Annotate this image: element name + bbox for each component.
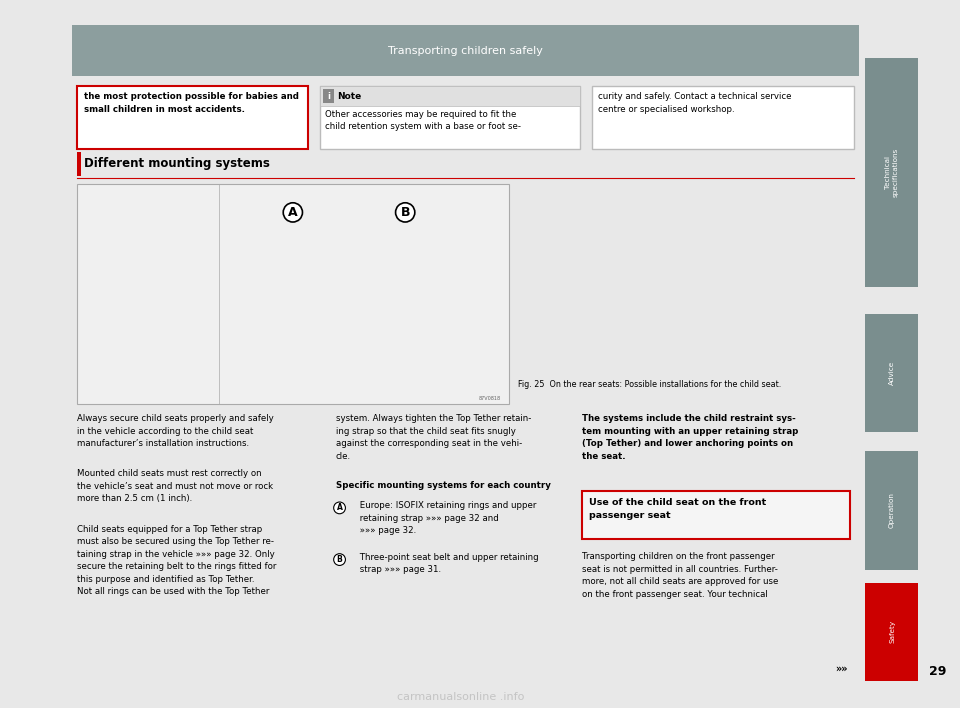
FancyBboxPatch shape [865,583,918,681]
Text: carmanualsonline .info: carmanualsonline .info [397,692,524,702]
Text: the most protection possible for babies and
small children in most accidents.: the most protection possible for babies … [84,92,300,113]
Text: B: B [400,206,410,219]
Text: Specific mounting systems for each country: Specific mounting systems for each count… [336,481,551,490]
FancyBboxPatch shape [72,25,859,76]
Text: Always secure child seats properly and safely
in the vehicle according to the ch: Always secure child seats properly and s… [77,414,274,448]
FancyBboxPatch shape [865,452,918,569]
Text: curity and safely. Contact a technical service
centre or specialised workshop.: curity and safely. Contact a technical s… [598,92,792,113]
FancyBboxPatch shape [77,184,509,404]
Text: The systems include the child restraint sys-
tem mounting with an upper retainin: The systems include the child restraint … [582,414,799,461]
Text: 29: 29 [929,665,947,678]
Text: A: A [337,503,343,513]
Text: Transporting children on the front passenger
seat is not permitted in all countr: Transporting children on the front passe… [582,552,779,599]
Text: Technical
specifications: Technical specifications [885,148,899,197]
Text: Use of the child seat on the front
passenger seat: Use of the child seat on the front passe… [588,498,766,520]
Text: 87V0818: 87V0818 [479,396,501,401]
FancyBboxPatch shape [323,89,334,103]
FancyBboxPatch shape [77,152,81,176]
Text: Fig. 25  On the rear seats: Possible installations for the child seat.: Fig. 25 On the rear seats: Possible inst… [518,380,781,389]
Text: system. Always tighten the Top Tether retain-
ing strap so that the child seat f: system. Always tighten the Top Tether re… [336,414,531,461]
Text: Transporting children safely: Transporting children safely [388,46,543,56]
FancyBboxPatch shape [865,314,918,432]
Text: Different mounting systems: Different mounting systems [84,157,271,171]
Text: B: B [337,555,343,564]
Text: i: i [327,92,330,101]
Text: Operation: Operation [889,493,895,528]
Text: Other accessories may be required to fit the
child retention system with a base : Other accessories may be required to fit… [324,110,520,131]
FancyBboxPatch shape [865,57,918,287]
Text: Child seats equipped for a Top Tether strap
must also be secured using the Top T: Child seats equipped for a Top Tether st… [77,525,276,596]
Text: Europe: ISOFIX retaining rings and upper
 retaining strap »»» page 32 and
 »»» p: Europe: ISOFIX retaining rings and upper… [357,501,537,535]
Text: Three-point seat belt and upper retaining
 strap »»» page 31.: Three-point seat belt and upper retainin… [357,553,539,574]
FancyBboxPatch shape [591,86,854,149]
Text: A: A [288,206,298,219]
FancyBboxPatch shape [320,86,580,106]
Text: Mounted child seats must rest correctly on
the vehicle’s seat and must not move : Mounted child seats must rest correctly … [77,469,273,503]
Text: Safety: Safety [889,620,895,644]
FancyBboxPatch shape [582,491,850,539]
Text: Advice: Advice [889,360,895,384]
Text: Note: Note [337,92,362,101]
FancyBboxPatch shape [77,86,308,149]
FancyBboxPatch shape [320,86,580,149]
Text: »»: »» [835,664,848,674]
